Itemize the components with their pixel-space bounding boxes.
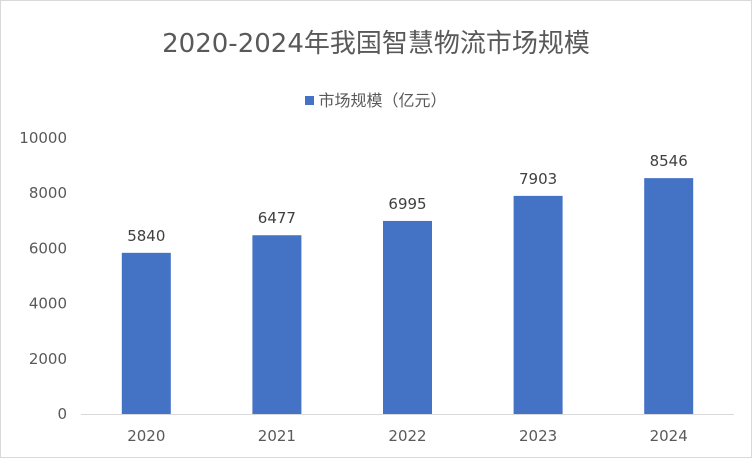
legend-label: 市场规模（亿元） [318, 91, 447, 110]
legend: 市场规模（亿元） [1, 87, 751, 111]
bar [383, 220, 432, 414]
x-tick-label: 2021 [258, 427, 296, 445]
legend-swatch [305, 96, 315, 105]
y-tick-label: 4000 [29, 295, 67, 313]
x-tick-label: 2023 [519, 427, 557, 445]
chart-title: 2020-2024年我国智慧物流市场规模 [162, 29, 590, 59]
y-tick-label: 0 [57, 405, 67, 423]
y-tick-label: 10000 [19, 129, 67, 147]
bar [121, 252, 171, 414]
data-label: 6477 [258, 209, 296, 227]
x-tick-label: 2022 [388, 427, 426, 445]
data-label: 5840 [127, 227, 165, 245]
bar [513, 195, 563, 414]
bar [644, 178, 694, 414]
data-label: 7903 [519, 170, 557, 188]
bar [252, 235, 302, 414]
y-tick-label: 2000 [29, 350, 67, 368]
x-tick-label: 2020 [127, 427, 165, 445]
y-tick-label: 6000 [29, 239, 67, 257]
data-label: 8546 [650, 152, 688, 170]
data-label: 6995 [388, 195, 426, 213]
x-tick-label: 2024 [650, 427, 688, 445]
y-tick-label: 8000 [29, 184, 67, 202]
